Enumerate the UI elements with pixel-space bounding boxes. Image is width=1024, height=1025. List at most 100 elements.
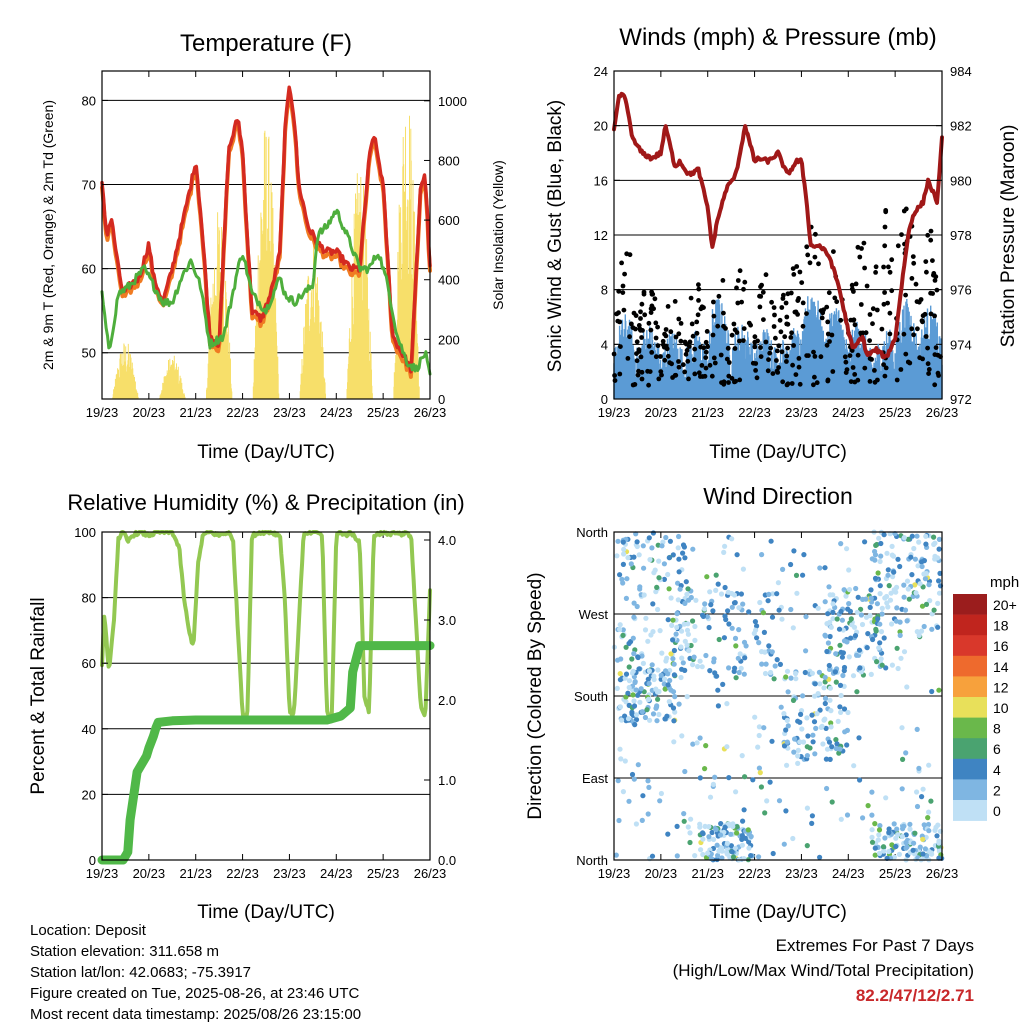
direction-point: [816, 669, 823, 675]
gust-point: [692, 371, 698, 377]
x-tick-label: 22/23: [738, 866, 771, 881]
gust-point: [638, 309, 643, 315]
direction-point: [658, 790, 665, 797]
gust-point: [933, 345, 939, 350]
direction-point: [823, 725, 829, 732]
direction-point: [670, 552, 676, 558]
direction-point: [781, 711, 787, 717]
direction-point: [926, 828, 932, 834]
gust-point: [691, 357, 697, 363]
direction-point: [706, 824, 712, 830]
temperature-title: Temperature (F): [180, 30, 352, 57]
direction-point: [865, 631, 871, 637]
direction-point: [631, 776, 637, 782]
direction-point: [692, 623, 698, 630]
direction-point: [730, 823, 736, 830]
direction-point: [628, 561, 634, 567]
direction-point: [711, 656, 717, 662]
direction-point: [800, 739, 807, 745]
direction-point: [830, 616, 836, 622]
gust-point: [796, 364, 802, 370]
direction-point: [645, 778, 651, 784]
direction-point: [922, 846, 929, 852]
direction-point: [877, 621, 883, 627]
direction-point: [791, 548, 797, 554]
direction-point: [891, 821, 897, 827]
direction-point: [841, 638, 848, 644]
direction-point: [853, 585, 859, 592]
direction-point: [687, 830, 693, 836]
gust-point: [690, 333, 696, 339]
gust-point: [914, 299, 920, 304]
direction-point: [718, 821, 724, 827]
direction-point: [822, 716, 828, 722]
direction-point: [635, 762, 641, 768]
gust-point: [864, 283, 870, 289]
gust-point: [763, 339, 769, 345]
direction-point: [726, 621, 732, 627]
gust-point: [769, 299, 774, 305]
direction-point: [862, 539, 868, 545]
direction-point: [790, 835, 796, 842]
speed-legend: mph 20+ 18 16 14 12 10 8 6 4 2 0: [953, 574, 1019, 821]
gust-point: [909, 326, 915, 332]
direction-point: [644, 707, 650, 713]
direction-point: [764, 798, 770, 804]
direction-point: [698, 847, 704, 853]
gust-point: [887, 269, 893, 275]
direction-point: [695, 663, 701, 670]
gust-point: [737, 338, 742, 344]
direction-point: [767, 779, 773, 785]
direction-point: [649, 853, 656, 859]
direction-point: [919, 603, 926, 609]
direction-point: [661, 561, 668, 567]
direction-ylabel: Direction (Colored By Speed): [525, 572, 546, 819]
direction-point: [858, 606, 864, 612]
gust-point: [887, 310, 893, 316]
gust-point: [790, 362, 795, 368]
direction-point: [700, 851, 706, 858]
direction-point: [936, 578, 942, 584]
direction-point: [867, 604, 873, 611]
direction-point: [686, 648, 692, 654]
direction-point: [874, 659, 880, 665]
direction-point: [641, 592, 647, 598]
gust-point: [678, 321, 684, 326]
gust-point: [826, 290, 832, 296]
direction-point: [623, 595, 630, 602]
direction-point: [834, 741, 840, 747]
direction-point: [829, 744, 835, 750]
direction-point: [667, 677, 673, 684]
gust-point: [862, 265, 867, 271]
gust-point: [726, 380, 731, 385]
gust-point: [735, 300, 741, 306]
direction-point: [615, 778, 621, 784]
gust-point: [760, 289, 766, 295]
direction-point: [746, 609, 752, 615]
direction-point: [876, 827, 883, 833]
gust-point: [932, 278, 938, 283]
direction-point: [909, 572, 915, 578]
direction-point: [690, 546, 696, 552]
legend-label: 14: [993, 659, 1009, 675]
gust-point: [688, 295, 694, 301]
gust-point: [843, 359, 849, 365]
direction-point: [825, 640, 832, 646]
direction-point: [916, 632, 922, 639]
direction-point: [762, 649, 768, 655]
gust-point: [928, 228, 934, 234]
gust-point: [855, 352, 861, 358]
legend-swatch: [953, 800, 987, 821]
direction-point: [665, 571, 671, 578]
direction-point: [769, 614, 776, 620]
y2-tick-label: 972: [950, 392, 972, 407]
direction-point: [616, 817, 622, 824]
direction-point: [732, 600, 738, 606]
gust-point: [656, 376, 662, 382]
y2-tick-label: 400: [438, 273, 460, 288]
direction-point: [633, 821, 640, 827]
direction-point: [748, 833, 754, 840]
direction-point: [658, 672, 664, 678]
gust-point: [774, 348, 780, 354]
direction-point: [872, 852, 878, 858]
